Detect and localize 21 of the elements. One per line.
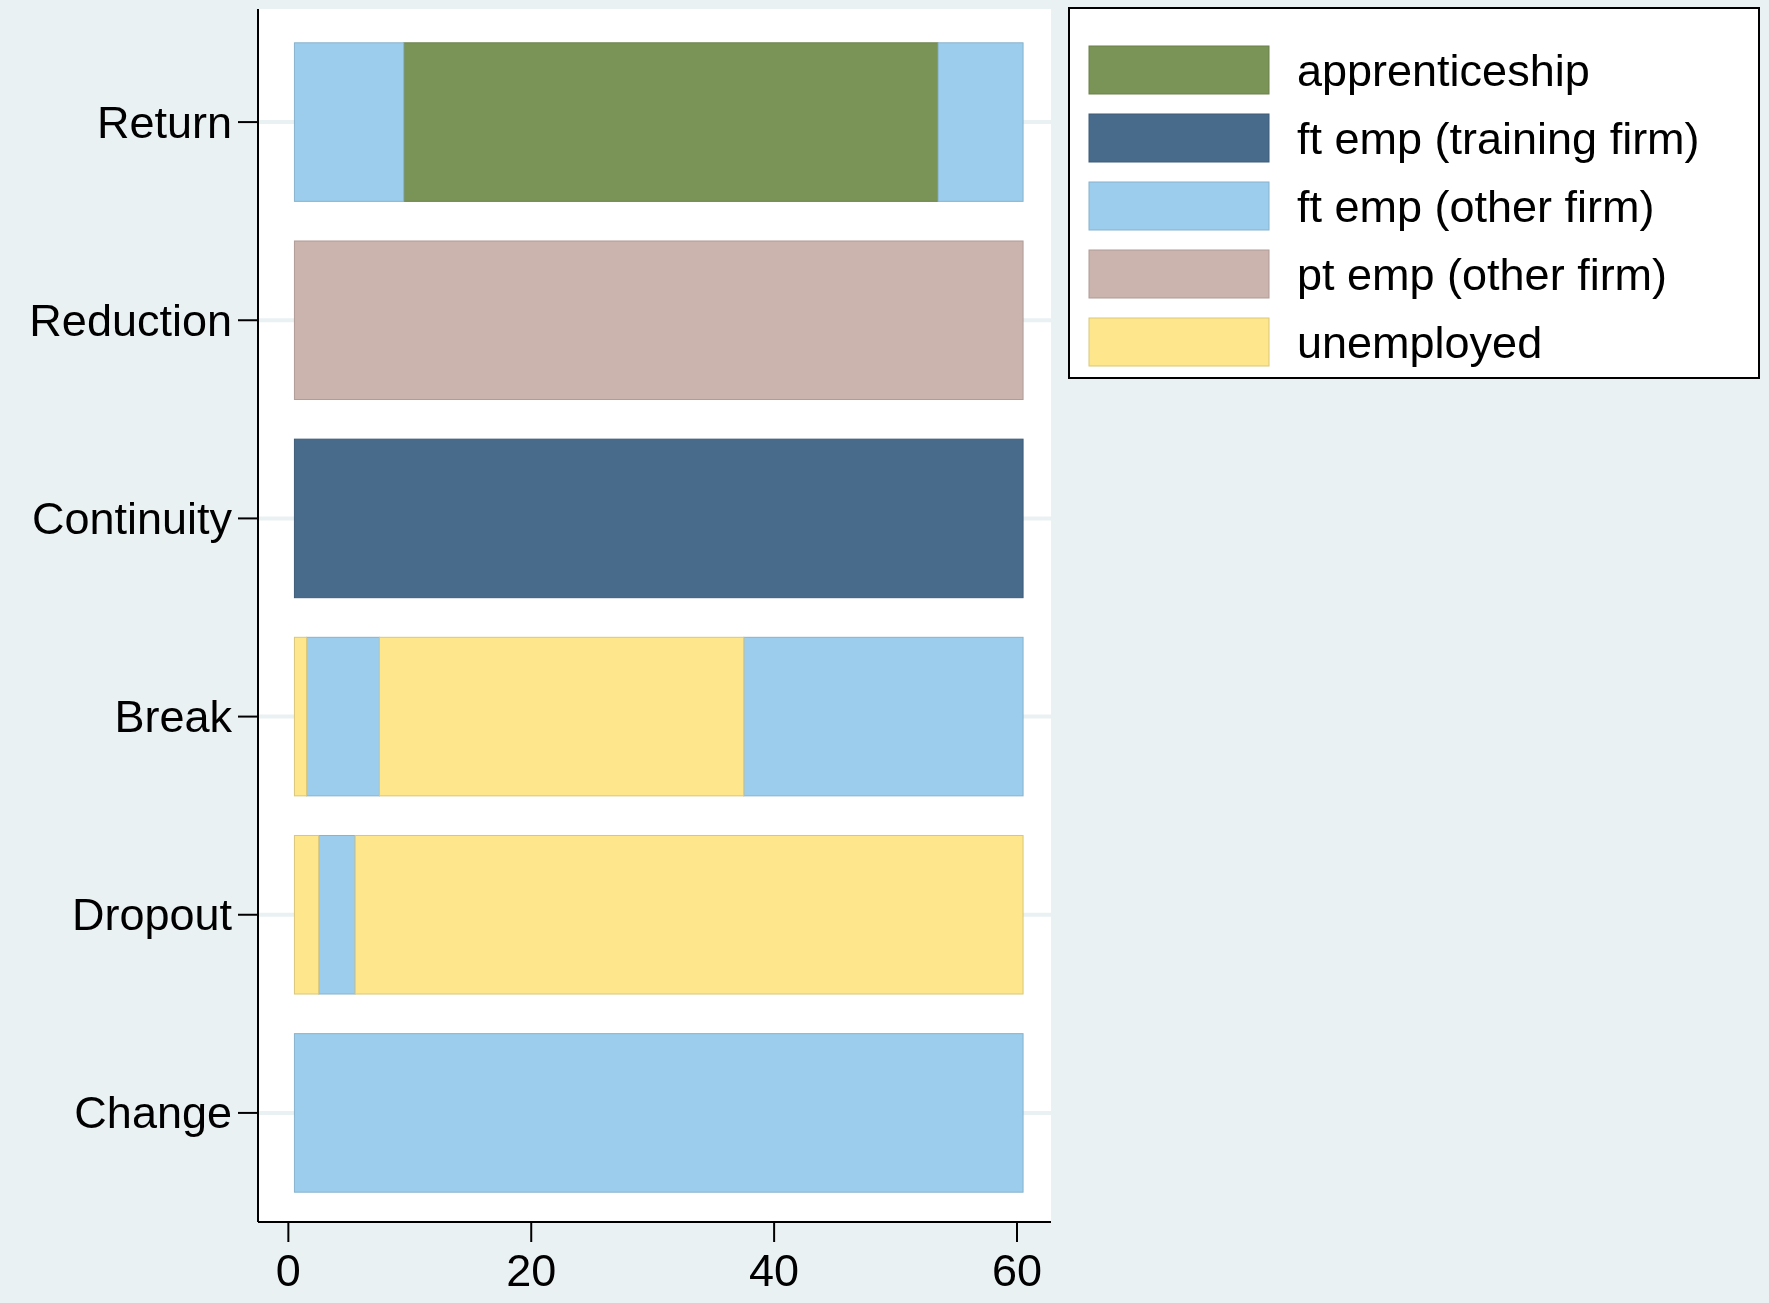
legend-label: pt emp (other firm) bbox=[1297, 248, 1668, 300]
legend-label: ft emp (other firm) bbox=[1297, 180, 1655, 232]
bar bbox=[293, 636, 308, 797]
y-tick-label: Break bbox=[114, 691, 233, 743]
bar bbox=[293, 834, 320, 995]
y-tick-label: Change bbox=[74, 1087, 232, 1139]
y-tick-label: Dropout bbox=[71, 889, 233, 941]
legend-label: apprenticeship bbox=[1297, 44, 1590, 96]
y-tick-label: Reduction bbox=[29, 294, 232, 346]
bar bbox=[937, 42, 1024, 202]
y-tick-label: Continuity bbox=[31, 492, 233, 544]
bar bbox=[318, 834, 356, 995]
x-tick-label: 20 bbox=[506, 1245, 557, 1296]
bar bbox=[293, 42, 405, 202]
y-tick-label: Return bbox=[96, 96, 232, 148]
bar bbox=[306, 636, 380, 797]
x-tick-label: 0 bbox=[275, 1245, 301, 1296]
legend-label: ft emp (training firm) bbox=[1297, 112, 1700, 164]
x-tick-label: 60 bbox=[991, 1245, 1043, 1296]
x-tick-label: 40 bbox=[749, 1245, 800, 1296]
legend-label: unemployed bbox=[1297, 316, 1543, 368]
